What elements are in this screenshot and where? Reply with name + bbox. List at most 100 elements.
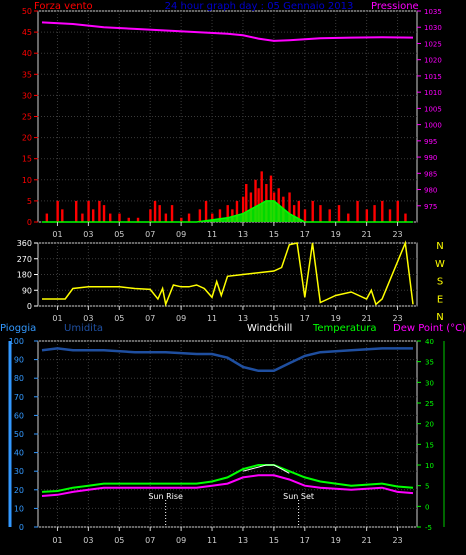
wind-bar bbox=[226, 205, 229, 222]
panel-1-right-tick-label: 1030 bbox=[424, 24, 442, 32]
panel-2-x-tick-label: 21 bbox=[362, 314, 372, 323]
panel-3-left-tick-label: 60 bbox=[14, 411, 24, 420]
wind-bar bbox=[328, 209, 331, 222]
panel-3-x-tick-label: 19 bbox=[331, 536, 341, 545]
panel-3-left-tick-label: 50 bbox=[14, 430, 24, 439]
panel-2-tick-label: 360 bbox=[17, 239, 32, 248]
panel-3-left-tick-label: 40 bbox=[14, 449, 24, 458]
wind-bar bbox=[149, 209, 152, 222]
panel-3-left-tick-label: 10 bbox=[14, 504, 24, 513]
panel-1-left-tick-label: 30 bbox=[22, 91, 32, 100]
panel-1-right-tick-label: 980 bbox=[424, 187, 437, 195]
wind-bar bbox=[187, 213, 191, 222]
wind-bar bbox=[180, 217, 183, 222]
panel-2-tick-label: 90 bbox=[22, 286, 32, 295]
wind-bar bbox=[102, 205, 106, 222]
panel-2-x-tick-label: 09 bbox=[176, 314, 186, 323]
panel-1-right-tick-label: 1025 bbox=[424, 40, 442, 48]
panel-3-right-tick-label: 30 bbox=[425, 379, 434, 387]
panel-3-x-tick-label: 11 bbox=[207, 536, 217, 545]
wind-bar bbox=[373, 205, 376, 222]
wind-bar bbox=[211, 213, 214, 222]
panel-1-right-tick-label: 1000 bbox=[424, 122, 442, 130]
compass-label: N bbox=[436, 241, 443, 252]
panel-1-right-tick-label: 985 bbox=[424, 170, 437, 178]
panel-2-x-tick-label: 05 bbox=[114, 314, 124, 323]
panel-1-left-tick-label: 40 bbox=[22, 49, 32, 58]
panel-1-x-tick-label: 23 bbox=[392, 230, 402, 239]
panel-3-left-tick-label: 0 bbox=[19, 523, 24, 532]
wind-bar bbox=[303, 209, 307, 222]
panel-3-left-tick-label: 70 bbox=[14, 393, 24, 402]
panel-1-x-tick-label: 21 bbox=[362, 230, 372, 239]
panel-3-x-tick-label: 17 bbox=[300, 536, 310, 545]
wind-bar bbox=[297, 200, 301, 222]
wind-bar bbox=[396, 200, 399, 222]
panel-1-left-tick-label: 35 bbox=[22, 70, 32, 79]
wind-bar bbox=[337, 205, 341, 222]
wind-bar bbox=[45, 213, 49, 222]
wind-bar bbox=[81, 213, 84, 222]
panel-3-x-tick-label: 05 bbox=[114, 536, 124, 545]
chart-title: 24 hour graph day : 05 Gennaio 2013 bbox=[165, 1, 354, 12]
panel-3-right-tick-label: 40 bbox=[425, 338, 434, 346]
wind-bar bbox=[356, 200, 359, 222]
panel-2-x-tick-label: 07 bbox=[145, 314, 155, 323]
wind-bar bbox=[92, 209, 95, 222]
panel-3-right-tick-label: 35 bbox=[425, 359, 434, 367]
wind-bar bbox=[61, 209, 64, 222]
panel-1-left-tick-label: 10 bbox=[22, 176, 32, 185]
panel-3-right-tick-label: 5 bbox=[425, 483, 429, 491]
wind-bar bbox=[288, 192, 291, 222]
panel-1-x-tick-label: 13 bbox=[238, 230, 248, 239]
wind-direction-line bbox=[42, 240, 414, 307]
wind-bar bbox=[56, 200, 59, 222]
panel-1-right-tick-label: 975 bbox=[424, 203, 437, 211]
dewpoint-line bbox=[41, 474, 414, 497]
panel-1-x-tick-label: 17 bbox=[300, 230, 310, 239]
wind-bar bbox=[231, 209, 234, 222]
wind-bar bbox=[292, 205, 296, 222]
wind-bar bbox=[75, 200, 78, 222]
panel-1-x-tick-label: 11 bbox=[207, 230, 217, 239]
panel-3-x-tick-label: 23 bbox=[392, 536, 402, 545]
panel-3-right-tick-label: 20 bbox=[425, 421, 434, 429]
wind-bar bbox=[404, 213, 407, 222]
panel-2-x-tick-label: 15 bbox=[269, 314, 279, 323]
panel-3-x-tick-label: 03 bbox=[83, 536, 93, 545]
panel-3-right-tick-label: -5 bbox=[425, 524, 432, 532]
panel-1-x-tick-label: 01 bbox=[52, 230, 62, 239]
wind-bar bbox=[235, 200, 239, 222]
panel-2-x-tick-label: 01 bbox=[52, 314, 62, 323]
panel-1-x-tick-label: 09 bbox=[176, 230, 186, 239]
wind-bar bbox=[136, 217, 140, 222]
panel-1-x-tick-label: 03 bbox=[83, 230, 93, 239]
wind-bar bbox=[365, 209, 369, 222]
panel-1-x-tick-label: 05 bbox=[114, 230, 124, 239]
panel-3-x-tick-label: 01 bbox=[52, 536, 62, 545]
compass-label: N bbox=[436, 312, 443, 323]
wind-average-line bbox=[42, 200, 413, 223]
panel-3-temperatura-label: Temperatura bbox=[312, 323, 377, 334]
wind-bar bbox=[109, 213, 112, 222]
panel-3-left-tick-label: 80 bbox=[14, 374, 24, 383]
panel-3-left-tick-label: 100 bbox=[9, 337, 24, 346]
panel-2-x-tick-label: 23 bbox=[392, 314, 402, 323]
panel-3-x-tick-label: 13 bbox=[238, 536, 248, 545]
panel-1-left-tick-label: 15 bbox=[22, 155, 32, 164]
wind-bar bbox=[198, 209, 202, 222]
panel-1-left-tick-label: 25 bbox=[22, 113, 32, 122]
panel-3-left-tick-label: 90 bbox=[14, 356, 24, 365]
panel-3-pioggia-label: Pioggia bbox=[0, 323, 36, 334]
compass-label: E bbox=[437, 294, 443, 305]
wind-bar bbox=[204, 200, 208, 222]
wind-bar bbox=[170, 205, 174, 222]
panel-1-right-tick-label: 1020 bbox=[424, 57, 442, 65]
wind-bar bbox=[260, 171, 263, 222]
panel-3-x-tick-label: 15 bbox=[269, 536, 279, 545]
panel-1-x-tick-label: 15 bbox=[269, 230, 279, 239]
panel-2-tick-label: 0 bbox=[27, 302, 32, 311]
wind-bar bbox=[98, 200, 101, 222]
wind-bar bbox=[158, 205, 161, 222]
wind-bar bbox=[218, 209, 222, 222]
